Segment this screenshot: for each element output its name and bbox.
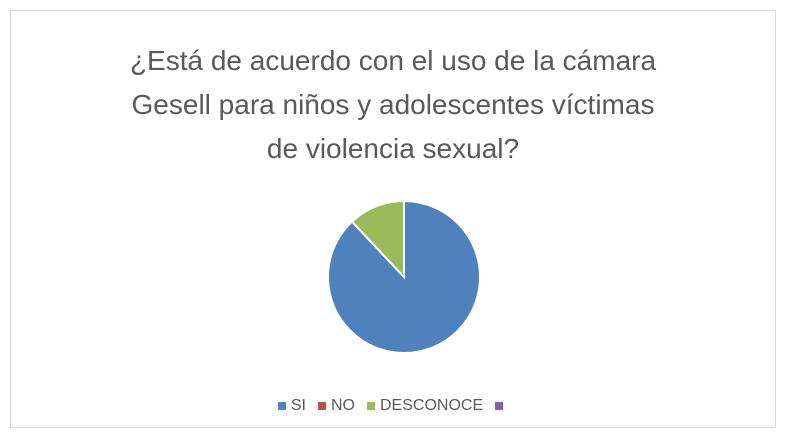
legend-entry: [495, 397, 508, 415]
legend-entry: NO: [318, 397, 355, 415]
legend-swatch: [367, 401, 375, 410]
legend-label: DESCONOCE: [380, 397, 484, 414]
legend-entry: DESCONOCE: [367, 397, 483, 415]
pie-area: [327, 199, 481, 354]
legend-entry: SI: [277, 397, 306, 415]
legend-swatch: [495, 401, 504, 410]
legend-swatch: [277, 401, 286, 410]
legend-swatch: [318, 401, 326, 410]
legend-label: NO: [331, 397, 355, 414]
legend-label: SI: [290, 397, 306, 414]
chart-frame: ¿Está de acuerdo con el uso de la cámara…: [10, 10, 776, 428]
chart-title: ¿Está de acuerdo con el uso de la cámara…: [129, 45, 657, 164]
legend: SI NO DESCONOCE: [11, 397, 775, 415]
